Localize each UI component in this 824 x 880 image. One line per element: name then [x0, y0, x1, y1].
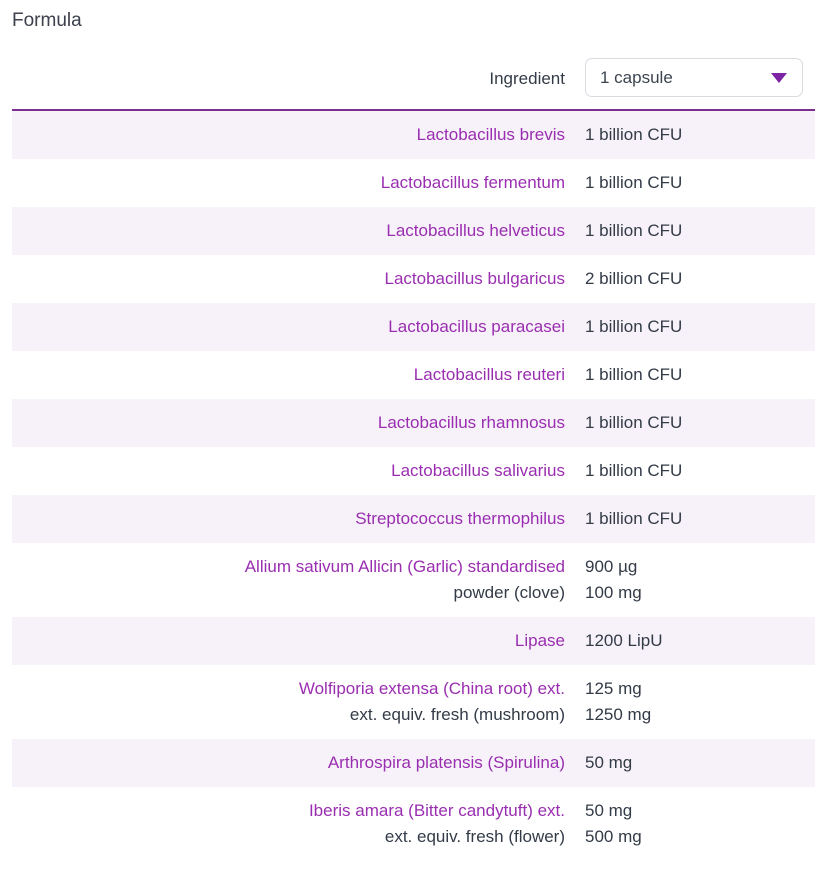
table-header: Ingredient 1 capsule — [12, 58, 815, 109]
table-row: Lactobacillus rhamnosus 1 billion CFU — [12, 399, 815, 447]
ingredient-link[interactable]: Lactobacillus paracasei — [388, 317, 565, 336]
table-row: Lactobacillus reuteri 1 billion CFU — [12, 351, 815, 399]
ingredient-subtext: powder (clove) — [453, 583, 566, 602]
ingredient-column-header: Ingredient — [489, 69, 565, 88]
amount-cell: 900 µg 100 mg — [585, 554, 815, 606]
table-row: Lactobacillus helveticus 1 billion CFU — [12, 207, 815, 255]
amount-value: 1200 LipU — [585, 631, 663, 650]
amount-value: 1 billion CFU — [585, 509, 683, 528]
amount-cell: 1200 LipU — [585, 628, 815, 654]
amount-cell: 50 mg 500 mg — [585, 798, 815, 850]
table-row: Lipase 1200 LipU — [12, 617, 815, 665]
amount-cell: 1 billion CFU — [585, 362, 815, 388]
page-title: Formula — [12, 10, 82, 31]
amount-cell: 1 billion CFU — [585, 122, 815, 148]
ingredient-link[interactable]: Arthrospira platensis (Spirulina) — [327, 753, 565, 772]
table-row: Wolfiporia extensa (China root) ext. ext.… — [12, 665, 815, 739]
amount-cell: 1 billion CFU — [585, 314, 815, 340]
ingredient-link[interactable]: Lactobacillus rhamnosus — [377, 413, 565, 432]
amount-cell: 1 billion CFU — [585, 410, 815, 436]
serving-size-dropdown[interactable]: 1 capsule — [585, 58, 803, 97]
ingredient-cell: Streptococcus thermophilus — [12, 506, 565, 532]
table-row: Iberis amara (Bitter candytuft) ext. ext.… — [12, 787, 815, 861]
amount-value: 500 mg — [585, 827, 642, 846]
amount-cell: 125 mg 1250 mg — [585, 676, 815, 728]
ingredient-link[interactable]: Lactobacillus bulgaricus — [384, 269, 566, 288]
header-divider — [12, 109, 815, 111]
table-row: Lactobacillus bulgaricus 2 billion CFU — [12, 255, 815, 303]
amount-cell: 1 billion CFU — [585, 458, 815, 484]
amount-value: 1 billion CFU — [585, 365, 683, 384]
ingredient-link[interactable]: Allium sativum Allicin (Garlic) standard… — [244, 557, 565, 576]
amount-value: 50 mg — [585, 753, 633, 772]
amount-cell: 2 billion CFU — [585, 266, 815, 292]
ingredient-link[interactable]: Lactobacillus brevis — [416, 125, 565, 144]
ingredient-link[interactable]: Streptococcus thermophilus — [355, 509, 565, 528]
ingredient-link[interactable]: Lactobacillus helveticus — [386, 221, 565, 240]
amount-value: 1250 mg — [585, 705, 652, 724]
amount-cell: 1 billion CFU — [585, 218, 815, 244]
ingredient-cell: Iberis amara (Bitter candytuft) ext. ext.… — [12, 798, 565, 850]
amount-cell: 1 billion CFU — [585, 170, 815, 196]
amount-cell: 1 billion CFU — [585, 506, 815, 532]
ingredient-cell: Lactobacillus brevis — [12, 122, 565, 148]
table-row: Allium sativum Allicin (Garlic) standard… — [12, 543, 815, 617]
amount-value: 2 billion CFU — [585, 269, 683, 288]
ingredient-link[interactable]: Wolfiporia extensa (China root) ext. — [298, 679, 565, 698]
ingredient-subtext: ext. equiv. fresh (mushroom) — [349, 705, 565, 724]
ingredient-subtext: ext. equiv. fresh (flower) — [384, 827, 565, 846]
ingredient-cell: Lactobacillus fermentum — [12, 170, 565, 196]
ingredient-link[interactable]: Iberis amara (Bitter candytuft) ext. — [308, 801, 565, 820]
ingredient-cell: Lactobacillus helveticus — [12, 218, 565, 244]
amount-value: 1 billion CFU — [585, 221, 683, 240]
ingredient-cell: Lactobacillus paracasei — [12, 314, 565, 340]
serving-size-value: 1 capsule — [600, 67, 673, 87]
ingredient-cell: Lactobacillus rhamnosus — [12, 410, 565, 436]
ingredient-link[interactable]: Lactobacillus fermentum — [380, 173, 565, 192]
ingredient-table: Lactobacillus brevis 1 billion CFU Lactoba… — [12, 111, 815, 861]
ingredient-link[interactable]: Lactobacillus salivarius — [391, 461, 565, 480]
ingredient-cell: Wolfiporia extensa (China root) ext. ext.… — [12, 676, 565, 728]
ingredient-link[interactable]: Lactobacillus reuteri — [413, 365, 565, 384]
ingredient-link[interactable]: Lipase — [514, 631, 565, 650]
chevron-down-icon — [771, 72, 787, 83]
table-row: Lactobacillus brevis 1 billion CFU — [12, 111, 815, 159]
table-row: Lactobacillus fermentum 1 billion CFU — [12, 159, 815, 207]
ingredient-cell: Allium sativum Allicin (Garlic) standard… — [12, 554, 565, 606]
ingredient-cell: Lipase — [12, 628, 565, 654]
ingredient-cell: Lactobacillus salivarius — [12, 458, 565, 484]
amount-value: 1 billion CFU — [585, 125, 683, 144]
table-row: Streptococcus thermophilus 1 billion CFU — [12, 495, 815, 543]
amount-value: 1 billion CFU — [585, 173, 683, 192]
ingredient-cell: Arthrospira platensis (Spirulina) — [12, 750, 565, 776]
formula-section: Formula Ingredient 1 capsule Lactobacill… — [12, 10, 815, 861]
amount-value: 1 billion CFU — [585, 317, 683, 336]
table-row: Arthrospira platensis (Spirulina) 50 mg — [12, 739, 815, 787]
amount-value: 125 mg — [585, 679, 642, 698]
amount-value: 900 µg — [585, 557, 638, 576]
amount-value: 50 mg — [585, 801, 633, 820]
amount-value: 100 mg — [585, 583, 642, 602]
table-row: Lactobacillus paracasei 1 billion CFU — [12, 303, 815, 351]
ingredient-cell: Lactobacillus bulgaricus — [12, 266, 566, 292]
table-row: Lactobacillus salivarius 1 billion CFU — [12, 447, 815, 495]
amount-value: 1 billion CFU — [585, 413, 683, 432]
ingredient-cell: Lactobacillus reuteri — [12, 362, 565, 388]
amount-cell: 50 mg — [585, 750, 815, 776]
amount-value: 1 billion CFU — [585, 461, 683, 480]
